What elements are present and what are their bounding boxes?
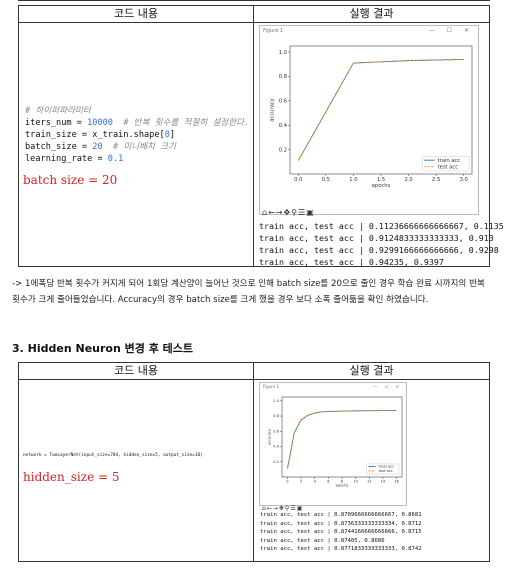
header-code: 코드 내용 — [19, 363, 254, 379]
code-line: batch_size = 20 # 미니배치 크기 — [25, 142, 176, 152]
output-line: train acc, test acc | 0.8736333333333334… — [260, 520, 422, 527]
output-line: train acc, test acc | 0.9124833333333333… — [259, 233, 494, 243]
output-line: train acc, test acc | 0.8771833333333333… — [260, 546, 422, 552]
y-tick-label: 0.4 — [279, 123, 288, 129]
x-tick-label: 8 — [341, 480, 344, 484]
console-output: train acc, test acc | 0.8709666666666667… — [260, 511, 422, 554]
code-cell: network = TwoLayerNet(input_size=784, hi… — [19, 380, 254, 562]
code-line: iters_num = 10000 # 반복 횟수를 적절히 설정한다. — [25, 118, 250, 128]
y-axis-label: accuracy — [269, 98, 275, 121]
x-tick-label: 0.5 — [322, 177, 330, 183]
output-line: train acc, test acc | 0.94235, 0.9397 — [259, 257, 444, 267]
y-tick-label: 0.6 — [273, 429, 279, 433]
console-output: train acc, test acc | 0.1123666666666666… — [259, 220, 504, 268]
table-header: 코드 내용 실행 결과 — [19, 363, 489, 380]
header-result: 실행 결과 — [349, 364, 394, 377]
figure-toolbar: ⌂←→✥⚲☰▣ — [262, 200, 315, 217]
series-line-test — [287, 409, 397, 469]
legend-label: train acc — [379, 465, 395, 469]
subplots-icon[interactable]: ☰ — [298, 208, 306, 217]
code-cell: # 하이퍼파라미터 iters_num = 10000 # 반복 횟수를 적절히 … — [19, 23, 254, 267]
y-tick-label: 0.2 — [279, 147, 287, 153]
explanation-paragraph: -> 1에폭당 반복 횟수가 커지게 되어 1회당 계산양이 늘어난 것으로 인… — [12, 279, 485, 305]
top-rule — [18, 0, 490, 4]
result-cell: Figure 1— ☐ ✕ 0.0 0.5 1.0 1.5 2.0 2.5 3.0 0.2 0.… — [254, 23, 504, 267]
annotation-text: batch size = 20 — [23, 173, 118, 187]
x-tick-label: 6 — [327, 480, 330, 484]
forward-icon[interactable]: → — [272, 505, 278, 512]
output-line: train acc, test acc | 0.1123666666666666… — [259, 221, 504, 231]
code-line: train_size = x_train.shape[0] — [25, 130, 176, 140]
pan-icon[interactable]: ✥ — [283, 208, 291, 217]
output-line: train acc, test acc | 0.8744166666666666… — [260, 529, 422, 535]
legend-label: test acc — [379, 469, 393, 473]
output-line: train acc, test acc | 0.8709666666666667… — [260, 512, 422, 518]
save-icon[interactable]: ▣ — [296, 505, 303, 512]
x-tick-label: 14 — [381, 480, 386, 484]
series-line-test — [297, 58, 464, 161]
result-table-2: 코드 내용 실행 결과 network = TwoLayerNet(input_… — [18, 362, 490, 562]
y-tick-label: 0.8 — [279, 74, 287, 80]
code-line: # 하이퍼파라미터 — [25, 106, 91, 116]
x-tick-label: 4 — [314, 480, 317, 484]
zoom-icon[interactable]: ⚲ — [291, 208, 298, 217]
header-result: 실행 결과 — [349, 7, 394, 20]
x-tick-label: 2.0 — [404, 177, 412, 183]
x-tick-label: 2.5 — [432, 177, 440, 183]
y-axis-label: accuracy — [267, 428, 271, 445]
annotation-text: hidden_size = 5 — [23, 470, 120, 484]
x-tick-label: 16 — [394, 480, 399, 484]
table-header: 코드 내용 실행 결과 — [19, 6, 489, 23]
x-tick-label: 1.0 — [349, 177, 357, 183]
window-controls[interactable]: — ☐ ✕ — [428, 27, 474, 34]
output-line: train acc, test acc | 0.9299166666666666… — [259, 245, 499, 255]
x-axis-label: epochs — [336, 484, 349, 488]
x-tick-label: 2 — [300, 480, 302, 484]
accuracy-chart: 0 2 4 6 8 10 12 14 16 0.2 0.4 0.6 0.8 1.0 epochs accura… — [267, 396, 403, 488]
plot-area — [289, 45, 473, 175]
figure-title: Figure 1 — [263, 28, 284, 34]
legend-box — [366, 463, 400, 475]
y-tick-label: 0.6 — [279, 99, 287, 105]
x-tick-label: 1.5 — [377, 177, 385, 183]
x-tick-label: 12 — [367, 480, 372, 484]
back-icon[interactable]: ← — [268, 208, 275, 217]
figure-titlebar: Figure 1 — ☐ ✕ — [260, 383, 406, 390]
accuracy-chart: 0.0 0.5 1.0 1.5 2.0 2.5 3.0 0.2 0.4 0.6 0.8 1.0 epoc… — [269, 45, 473, 189]
legend-label: train acc — [438, 158, 461, 164]
pan-icon[interactable]: ✥ — [278, 505, 284, 512]
y-tick-label: 1.0 — [279, 50, 287, 56]
result-cell: Figure 1 — ☐ ✕ 0 2 4 6 8 10 12 14 16 0.2 0.4 0.6 0.8 1… — [254, 380, 489, 562]
code-block: # 하이퍼파라미터 iters_num = 10000 # 반복 횟수를 적절히 … — [25, 105, 249, 165]
x-tick-label: 10 — [353, 480, 358, 484]
figure-toolbar: ⌂←→✥⚲☰▣ — [262, 495, 303, 512]
output-line: train acc, test acc | 0.87485, 0.8686 — [260, 537, 385, 544]
figure-window: Figure 1— ☐ ✕ 0.0 0.5 1.0 1.5 2.0 2.5 3.0 0.2 0.… — [259, 25, 479, 217]
subplots-icon[interactable]: ☰ — [290, 505, 296, 512]
forward-icon[interactable]: → — [275, 208, 283, 217]
x-axis-label: epochs — [372, 183, 391, 189]
x-tick-label: 0.0 — [294, 177, 302, 183]
legend-label: test acc — [438, 164, 459, 170]
code-line: network = TwoLayerNet(input_size=784, hi… — [23, 453, 203, 458]
figure-window: Figure 1 — ☐ ✕ 0 2 4 6 8 10 12 14 16 0.2 0.4 0.6 0.8 1… — [259, 382, 407, 512]
y-tick-label: 1.0 — [273, 399, 279, 403]
result-table-1: 코드 내용 실행 결과 # 하이퍼파라미터 iters_num = 10000 #… — [18, 5, 504, 267]
home-icon[interactable]: ⌂ — [262, 505, 266, 512]
y-tick-label: 0.4 — [273, 445, 279, 449]
y-tick-label: 0.8 — [273, 414, 279, 418]
code-line: learning_rate = 0.1 — [25, 154, 124, 164]
section-title: 3. Hidden Neuron 변경 후 테스트 — [12, 342, 194, 355]
header-code: 코드 내용 — [19, 6, 254, 22]
figure-titlebar: Figure 1 — ☐ ✕ — [260, 26, 478, 36]
y-tick-label: 0.2 — [273, 460, 279, 464]
x-tick-label: 3.0 — [460, 177, 468, 183]
window-controls[interactable]: — ☐ ✕ — [373, 384, 402, 389]
x-tick-label: 0 — [286, 480, 289, 484]
home-icon[interactable]: ⌂ — [262, 208, 268, 217]
back-icon[interactable]: ← — [266, 505, 272, 512]
figure-title: Figure 1 — [263, 384, 280, 389]
save-icon[interactable]: ▣ — [306, 208, 314, 217]
zoom-icon[interactable]: ⚲ — [284, 505, 290, 512]
